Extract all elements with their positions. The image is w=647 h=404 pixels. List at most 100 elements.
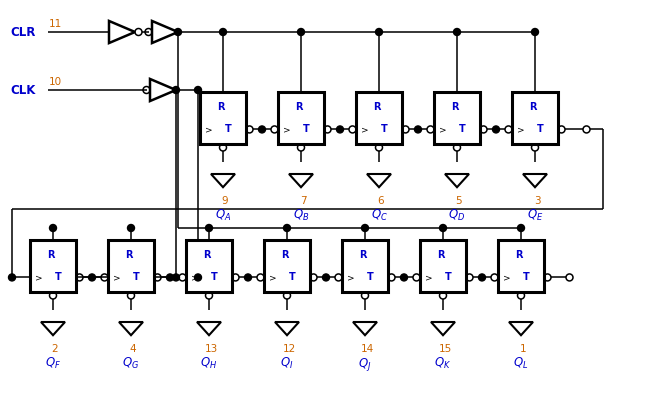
Circle shape	[362, 225, 369, 231]
Circle shape	[375, 29, 382, 36]
Text: T: T	[55, 272, 62, 282]
Text: R: R	[47, 250, 54, 259]
Text: 10: 10	[49, 77, 61, 87]
Text: T: T	[537, 124, 544, 135]
Text: $Q_{C}$: $Q_{C}$	[371, 208, 388, 223]
Text: T: T	[225, 124, 232, 135]
Text: 6: 6	[378, 196, 384, 206]
Text: $Q_{H}$: $Q_{H}$	[201, 356, 217, 371]
Circle shape	[8, 274, 16, 281]
Circle shape	[454, 29, 461, 36]
Text: R: R	[515, 250, 522, 259]
Circle shape	[175, 29, 182, 36]
Text: T: T	[211, 272, 218, 282]
Text: R: R	[359, 250, 366, 259]
Text: 1: 1	[520, 344, 526, 354]
Circle shape	[518, 225, 525, 231]
Text: $Q_{D}$: $Q_{D}$	[448, 208, 466, 223]
FancyBboxPatch shape	[420, 240, 466, 292]
Circle shape	[415, 126, 421, 133]
Text: $Q_{E}$: $Q_{E}$	[527, 208, 543, 223]
Circle shape	[531, 29, 538, 36]
Text: R: R	[281, 250, 289, 259]
FancyBboxPatch shape	[186, 240, 232, 292]
Text: R: R	[125, 250, 133, 259]
Text: T: T	[133, 272, 140, 282]
Text: $Q_{F}$: $Q_{F}$	[45, 356, 61, 371]
Text: $Q_{A}$: $Q_{A}$	[215, 208, 231, 223]
FancyBboxPatch shape	[278, 92, 324, 144]
FancyBboxPatch shape	[434, 92, 480, 144]
Text: 15: 15	[439, 344, 452, 354]
Text: T: T	[289, 272, 296, 282]
Text: 5: 5	[455, 196, 463, 206]
Circle shape	[206, 225, 212, 231]
Circle shape	[439, 225, 446, 231]
FancyBboxPatch shape	[342, 240, 388, 292]
Text: T: T	[367, 272, 374, 282]
Circle shape	[195, 86, 201, 93]
FancyBboxPatch shape	[200, 92, 246, 144]
Circle shape	[336, 126, 344, 133]
Circle shape	[322, 274, 329, 281]
Text: T: T	[381, 124, 388, 135]
Circle shape	[245, 274, 252, 281]
FancyBboxPatch shape	[512, 92, 558, 144]
Text: 7: 7	[300, 196, 306, 206]
Text: >: >	[283, 125, 291, 134]
Circle shape	[492, 126, 499, 133]
Circle shape	[166, 274, 173, 281]
Text: T: T	[303, 124, 310, 135]
Circle shape	[298, 29, 305, 36]
Text: R: R	[529, 101, 536, 112]
FancyBboxPatch shape	[30, 240, 76, 292]
FancyBboxPatch shape	[108, 240, 154, 292]
Text: 13: 13	[204, 344, 217, 354]
Text: >: >	[269, 273, 277, 282]
Text: >: >	[205, 125, 213, 134]
Text: >: >	[518, 125, 525, 134]
Text: CLR: CLR	[10, 25, 36, 38]
Circle shape	[259, 126, 265, 133]
Circle shape	[173, 274, 179, 281]
FancyBboxPatch shape	[356, 92, 402, 144]
Text: $Q_{L}$: $Q_{L}$	[513, 356, 529, 371]
Text: $Q_{B}$: $Q_{B}$	[293, 208, 309, 223]
Text: >: >	[36, 273, 43, 282]
Text: >: >	[439, 125, 447, 134]
Text: >: >	[362, 125, 369, 134]
FancyBboxPatch shape	[498, 240, 544, 292]
Text: R: R	[295, 101, 302, 112]
Text: T: T	[445, 272, 452, 282]
Text: R: R	[373, 101, 380, 112]
Text: >: >	[503, 273, 511, 282]
Text: R: R	[451, 101, 459, 112]
Text: 3: 3	[534, 196, 540, 206]
Circle shape	[127, 225, 135, 231]
Text: >: >	[192, 273, 199, 282]
Text: $Q_{G}$: $Q_{G}$	[122, 356, 140, 371]
Text: 14: 14	[360, 344, 373, 354]
Text: 4: 4	[129, 344, 137, 354]
Text: T: T	[523, 272, 530, 282]
Text: >: >	[347, 273, 355, 282]
Circle shape	[219, 29, 226, 36]
Circle shape	[400, 274, 408, 281]
Text: $Q_{I}$: $Q_{I}$	[280, 356, 294, 371]
Circle shape	[479, 274, 485, 281]
Text: >: >	[113, 273, 121, 282]
Circle shape	[283, 225, 291, 231]
Text: 9: 9	[222, 196, 228, 206]
Text: R: R	[437, 250, 444, 259]
Text: 2: 2	[52, 344, 58, 354]
Circle shape	[173, 86, 179, 93]
Text: R: R	[217, 101, 225, 112]
Circle shape	[50, 225, 56, 231]
Text: >: >	[425, 273, 433, 282]
Text: $Q_{K}$: $Q_{K}$	[434, 356, 452, 371]
Circle shape	[89, 274, 96, 281]
Circle shape	[195, 274, 201, 281]
FancyBboxPatch shape	[264, 240, 310, 292]
Text: R: R	[203, 250, 210, 259]
Text: 11: 11	[49, 19, 61, 29]
